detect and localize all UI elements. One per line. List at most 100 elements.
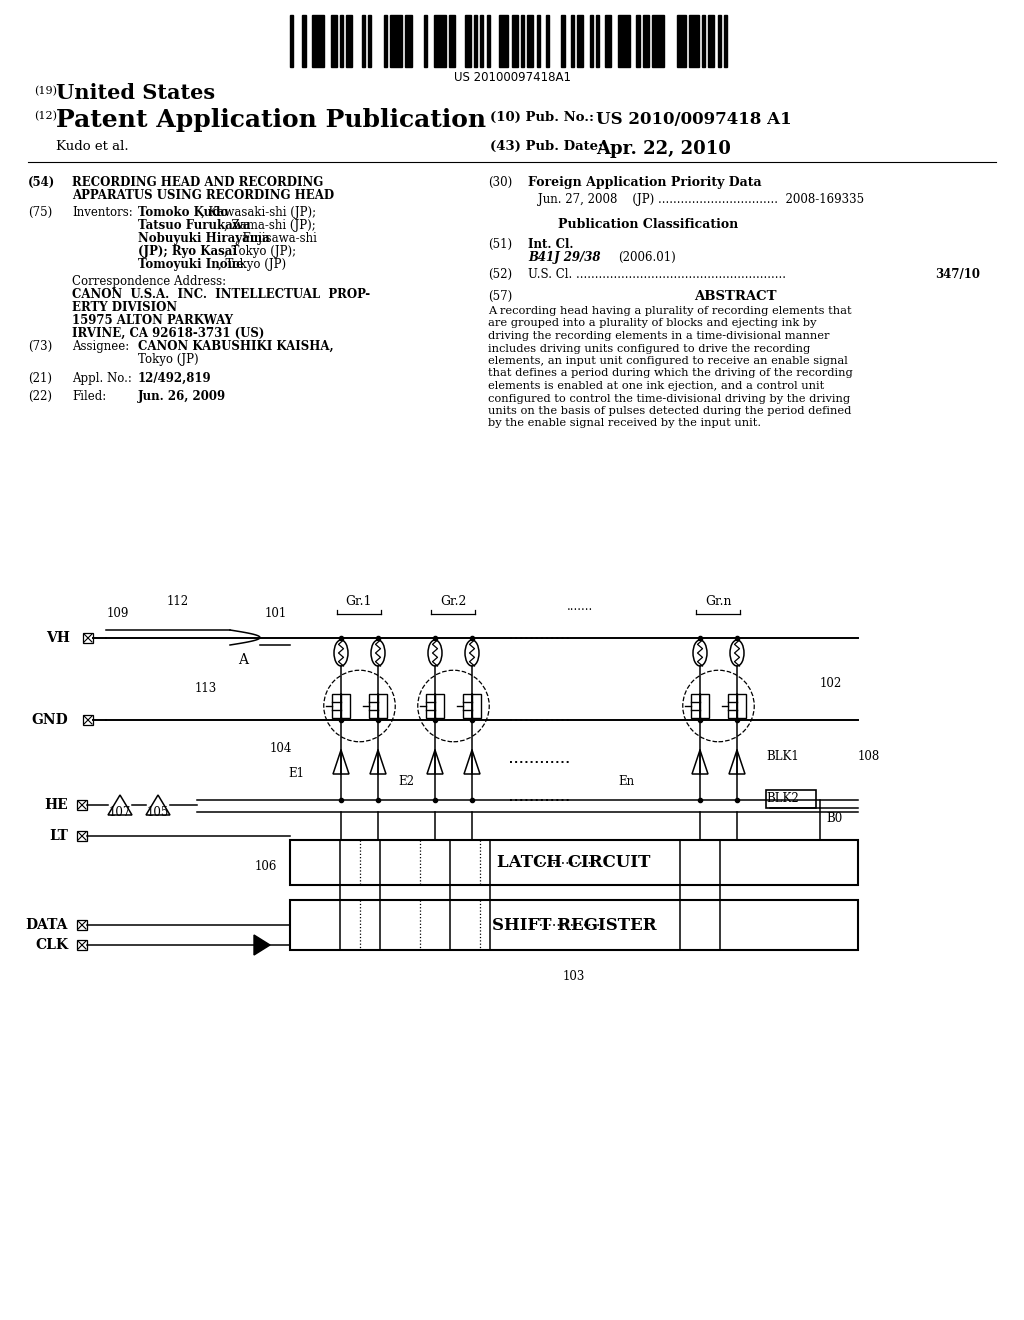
Text: (JP); Ryo Kasai: (JP); Ryo Kasai: [138, 246, 237, 257]
Text: BLK2: BLK2: [766, 792, 799, 804]
Text: (57): (57): [488, 290, 512, 304]
Text: IRVINE, CA 92618-3731 (US): IRVINE, CA 92618-3731 (US): [72, 327, 264, 341]
Bar: [474, 15, 477, 67]
Text: Gr.n: Gr.n: [705, 595, 731, 609]
Bar: [677, 15, 686, 67]
Text: , Kawasaki-shi (JP);: , Kawasaki-shi (JP);: [201, 206, 315, 219]
Text: E2: E2: [398, 775, 414, 788]
Text: En: En: [618, 775, 634, 788]
Text: 12/492,819: 12/492,819: [138, 372, 212, 385]
Text: that defines a period during which the driving of the recording: that defines a period during which the d…: [488, 368, 853, 379]
Text: Tatsuo Furukawa: Tatsuo Furukawa: [138, 219, 251, 232]
Bar: [77, 920, 87, 931]
Bar: [724, 15, 727, 67]
Text: (22): (22): [28, 389, 52, 403]
Bar: [527, 15, 534, 67]
Bar: [83, 634, 93, 643]
Text: BLK1: BLK1: [766, 750, 799, 763]
Bar: [561, 15, 564, 67]
Text: United States: United States: [56, 83, 215, 103]
Text: 108: 108: [858, 750, 881, 763]
Bar: [361, 15, 365, 67]
Bar: [701, 15, 706, 67]
Text: HE: HE: [44, 799, 68, 812]
Text: elements is enabled at one ink ejection, and a control unit: elements is enabled at one ink ejection,…: [488, 381, 824, 391]
Text: 347/10: 347/10: [935, 268, 980, 281]
Text: 106: 106: [255, 861, 278, 873]
Text: Apr. 22, 2010: Apr. 22, 2010: [596, 140, 731, 158]
Text: are grouped into a plurality of blocks and ejecting ink by: are grouped into a plurality of blocks a…: [488, 318, 816, 329]
Bar: [332, 694, 350, 718]
Text: includes driving units configured to drive the recording: includes driving units configured to dri…: [488, 343, 810, 354]
Text: CANON  U.S.A.  INC.  INTELLECTUAL  PROP-: CANON U.S.A. INC. INTELLECTUAL PROP-: [72, 288, 370, 301]
Text: (21): (21): [28, 372, 52, 385]
Bar: [570, 15, 574, 67]
Text: U.S. Cl. ........................................................: U.S. Cl. ...............................…: [528, 268, 786, 281]
Bar: [643, 15, 649, 67]
Bar: [766, 789, 816, 808]
Polygon shape: [254, 935, 270, 954]
Bar: [636, 15, 640, 67]
Bar: [546, 15, 549, 67]
Bar: [433, 15, 446, 67]
Text: Kudo et al.: Kudo et al.: [56, 140, 129, 153]
Text: APPARATUS USING RECORDING HEAD: APPARATUS USING RECORDING HEAD: [72, 189, 334, 202]
Text: (10) Pub. No.:: (10) Pub. No.:: [490, 111, 594, 124]
Bar: [480, 15, 483, 67]
Bar: [346, 15, 352, 67]
Text: 15975 ALTON PARKWAY: 15975 ALTON PARKWAY: [72, 314, 233, 327]
Text: driving the recording elements in a time-divisional manner: driving the recording elements in a time…: [488, 331, 829, 341]
Bar: [652, 15, 665, 67]
Bar: [331, 15, 337, 67]
Text: Patent Application Publication: Patent Application Publication: [56, 108, 486, 132]
Text: Publication Classification: Publication Classification: [558, 218, 738, 231]
Text: CANON KABUSHIKI KAISHA,: CANON KABUSHIKI KAISHA,: [138, 341, 334, 352]
Bar: [77, 800, 87, 810]
Bar: [390, 15, 402, 67]
Text: (73): (73): [28, 341, 52, 352]
Text: (51): (51): [488, 238, 512, 251]
Bar: [728, 694, 746, 718]
Bar: [290, 15, 293, 67]
Text: configured to control the time-divisional driving by the driving: configured to control the time-divisiona…: [488, 393, 850, 404]
Text: (2006.01): (2006.01): [618, 251, 676, 264]
Text: Nobuyuki Hirayama: Nobuyuki Hirayama: [138, 232, 269, 246]
Bar: [369, 694, 387, 718]
Text: (75): (75): [28, 206, 52, 219]
Text: Gr.2: Gr.2: [440, 595, 466, 609]
Text: B41J 29/38: B41J 29/38: [528, 251, 600, 264]
Bar: [499, 15, 509, 67]
Bar: [590, 15, 593, 67]
Text: elements, an input unit configured to receive an enable signal: elements, an input unit configured to re…: [488, 356, 848, 366]
Bar: [426, 694, 444, 718]
Text: (12): (12): [34, 111, 57, 121]
Text: Int. Cl.: Int. Cl.: [528, 238, 573, 251]
Text: E1: E1: [288, 767, 304, 780]
Bar: [486, 15, 489, 67]
Text: 113: 113: [195, 681, 217, 694]
Text: Correspondence Address:: Correspondence Address:: [72, 275, 226, 288]
Text: DATA: DATA: [26, 917, 68, 932]
Text: 107: 107: [109, 807, 131, 818]
Bar: [718, 15, 721, 67]
Bar: [290, 900, 858, 950]
Bar: [596, 15, 599, 67]
Text: , Fujisawa-shi: , Fujisawa-shi: [234, 232, 316, 246]
Bar: [368, 15, 371, 67]
Bar: [537, 15, 540, 67]
Text: , Tokyo (JP);: , Tokyo (JP);: [223, 246, 296, 257]
Text: by the enable signal received by the input unit.: by the enable signal received by the inp…: [488, 418, 761, 429]
Text: Tokyo (JP): Tokyo (JP): [138, 352, 199, 366]
Text: , Tokyo (JP): , Tokyo (JP): [218, 257, 286, 271]
Text: Inventors:: Inventors:: [72, 206, 133, 219]
Text: (43) Pub. Date:: (43) Pub. Date:: [490, 140, 603, 153]
Text: Gr.1: Gr.1: [346, 595, 373, 609]
Text: units on the basis of pulses detected during the period defined: units on the basis of pulses detected du…: [488, 407, 851, 416]
Text: (30): (30): [488, 176, 512, 189]
Text: Appl. No.:: Appl. No.:: [72, 372, 132, 385]
Text: , Zama-shi (JP);: , Zama-shi (JP);: [223, 219, 315, 232]
Text: US 2010/0097418 A1: US 2010/0097418 A1: [596, 111, 792, 128]
Bar: [512, 15, 518, 67]
Text: Jun. 27, 2008    (JP) ................................  2008-169335: Jun. 27, 2008 (JP) .....................…: [538, 193, 864, 206]
Bar: [384, 15, 387, 67]
